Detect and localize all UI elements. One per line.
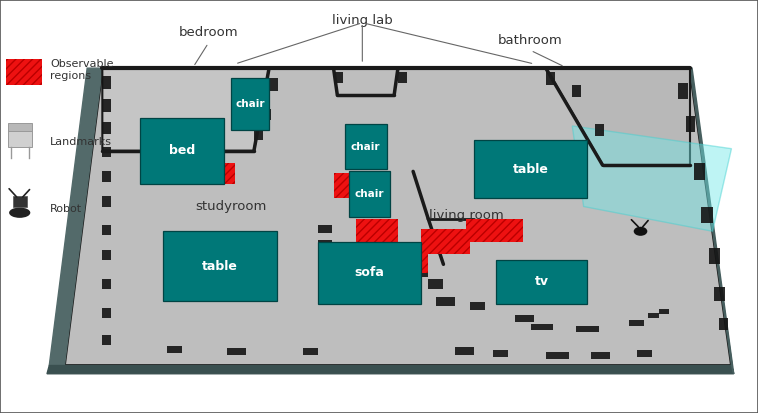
Bar xyxy=(163,231,277,301)
Text: table: table xyxy=(202,260,238,273)
Polygon shape xyxy=(572,126,731,231)
Bar xyxy=(591,352,610,359)
Bar xyxy=(102,279,111,289)
Bar xyxy=(102,196,111,206)
Bar xyxy=(102,225,111,235)
Bar xyxy=(694,163,705,180)
Bar xyxy=(8,130,32,147)
Bar xyxy=(595,124,604,136)
Bar xyxy=(637,350,652,357)
Bar xyxy=(8,123,32,131)
Bar xyxy=(546,352,568,359)
Bar xyxy=(102,76,111,89)
Bar xyxy=(421,229,470,254)
Bar xyxy=(102,308,111,318)
Text: bed: bed xyxy=(169,144,195,157)
Polygon shape xyxy=(690,68,734,374)
Bar xyxy=(144,163,193,184)
Bar xyxy=(531,324,553,330)
Bar xyxy=(678,83,688,99)
Bar xyxy=(398,72,407,83)
Ellipse shape xyxy=(634,227,647,236)
Bar xyxy=(102,171,111,182)
Bar xyxy=(701,206,713,223)
Polygon shape xyxy=(546,68,690,165)
Bar xyxy=(466,219,523,242)
Bar xyxy=(413,266,428,277)
Bar xyxy=(470,302,485,310)
Text: sofa: sofa xyxy=(355,266,384,279)
Bar xyxy=(387,250,428,273)
Bar xyxy=(349,171,390,217)
Bar xyxy=(519,266,565,289)
Text: Robot: Robot xyxy=(50,204,82,214)
Bar xyxy=(496,260,587,304)
Bar xyxy=(254,130,263,140)
Bar xyxy=(13,196,27,206)
Text: chair: chair xyxy=(236,99,265,109)
Bar xyxy=(659,309,669,314)
Bar xyxy=(193,163,235,184)
Text: Landmarks: Landmarks xyxy=(50,138,112,147)
Bar xyxy=(227,348,246,355)
Bar xyxy=(709,248,720,264)
Bar xyxy=(102,147,111,157)
Polygon shape xyxy=(64,68,731,366)
Bar xyxy=(546,72,555,85)
Bar xyxy=(102,335,111,345)
Bar xyxy=(303,348,318,355)
Bar xyxy=(648,313,659,318)
Bar xyxy=(576,326,599,332)
Bar xyxy=(345,124,387,169)
Bar xyxy=(140,118,224,184)
Polygon shape xyxy=(47,366,734,374)
Text: living room: living room xyxy=(429,209,503,221)
Polygon shape xyxy=(49,68,102,366)
Text: Observable
regions: Observable regions xyxy=(50,59,114,81)
Bar xyxy=(102,122,111,134)
Bar xyxy=(212,233,254,256)
Bar xyxy=(102,250,111,260)
Bar xyxy=(719,318,728,330)
Bar xyxy=(686,116,695,132)
Bar xyxy=(474,140,587,198)
Text: living lab: living lab xyxy=(332,14,393,27)
Bar xyxy=(318,242,421,304)
Bar xyxy=(269,78,278,91)
Bar xyxy=(318,240,332,248)
Bar xyxy=(629,320,644,326)
Bar xyxy=(262,109,271,120)
Bar xyxy=(436,297,455,306)
Text: table: table xyxy=(512,163,549,176)
Bar xyxy=(493,350,508,357)
Text: chair: chair xyxy=(351,142,381,152)
Ellipse shape xyxy=(9,207,30,218)
Text: bathroom: bathroom xyxy=(498,34,563,47)
Bar xyxy=(572,85,581,97)
Bar xyxy=(318,225,332,233)
Text: bedroom: bedroom xyxy=(179,26,238,39)
Bar xyxy=(515,315,534,322)
Bar xyxy=(428,279,443,289)
Polygon shape xyxy=(102,68,269,151)
Bar xyxy=(102,99,111,112)
Bar xyxy=(231,78,269,130)
Bar xyxy=(714,287,725,301)
Bar xyxy=(6,59,42,85)
Bar xyxy=(167,346,182,353)
Bar xyxy=(356,219,398,242)
Text: chair: chair xyxy=(355,189,384,199)
Text: studyroom: studyroom xyxy=(196,200,267,213)
Bar xyxy=(455,347,474,355)
Text: tv: tv xyxy=(535,275,549,288)
Bar xyxy=(334,72,343,83)
Bar xyxy=(334,173,375,198)
